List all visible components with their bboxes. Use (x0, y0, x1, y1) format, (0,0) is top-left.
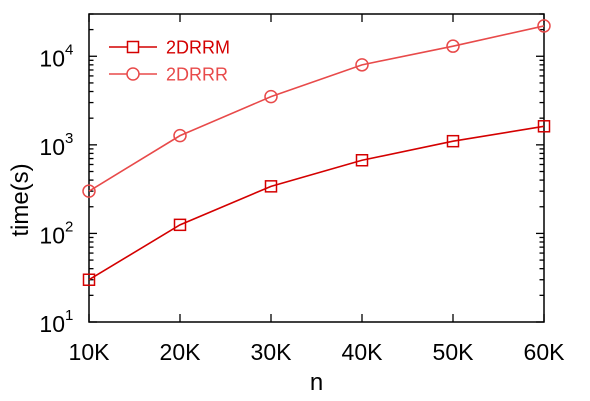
series-line (88, 25, 545, 192)
data-point (355, 58, 369, 72)
data-point (264, 180, 278, 193)
y-tick-exponent: 2 (65, 218, 73, 235)
x-axis-title: n (310, 369, 323, 396)
y-tick-label: 10 (39, 134, 65, 160)
plot-frame (88, 13, 545, 323)
data-point (446, 134, 460, 148)
y-tick-exponent: 3 (65, 130, 73, 147)
x-tick-label: 10K (69, 339, 111, 365)
data-point (446, 39, 460, 53)
series-2DRRM (82, 120, 551, 286)
data-point (264, 89, 278, 104)
x-tick-label: 50K (433, 339, 475, 365)
data-point (173, 218, 187, 232)
legend-marker (126, 67, 140, 81)
legend: 2DRRM 2DRRR (109, 38, 230, 85)
x-tick-label: 60K (524, 339, 566, 365)
legend-label: 2DRRM (166, 38, 230, 58)
legend-label: 2DRRR (166, 65, 228, 85)
y-axis-title: time(s) (7, 163, 34, 236)
y-tick-exponent: 1 (65, 307, 73, 324)
data-point (537, 19, 551, 33)
data-point (355, 153, 369, 167)
x-tick-label: 20K (160, 339, 202, 365)
y-tick-label: 10 (39, 222, 65, 248)
legend-item: 2DRRM (109, 38, 230, 58)
x-tick-label: 30K (251, 339, 293, 365)
y-tick-base: 10 (39, 222, 65, 248)
data-point (82, 273, 96, 286)
data-point (173, 128, 187, 143)
x-tick-label: 40K (342, 339, 384, 365)
data-point (82, 184, 96, 198)
y-tick-exponent: 4 (65, 41, 73, 58)
data-point (537, 120, 551, 133)
series-line (88, 125, 545, 281)
series-layer (82, 19, 551, 286)
y-tick-base: 10 (39, 134, 65, 160)
legend-marker (126, 40, 140, 54)
legend-item: 2DRRR (109, 65, 228, 85)
series-2DRRR (82, 19, 551, 198)
y-tick-base: 10 (39, 311, 65, 337)
y-tick-label: 10 (39, 45, 65, 71)
y-tick-base: 10 (39, 45, 65, 71)
y-tick-label: 10 (39, 311, 65, 337)
